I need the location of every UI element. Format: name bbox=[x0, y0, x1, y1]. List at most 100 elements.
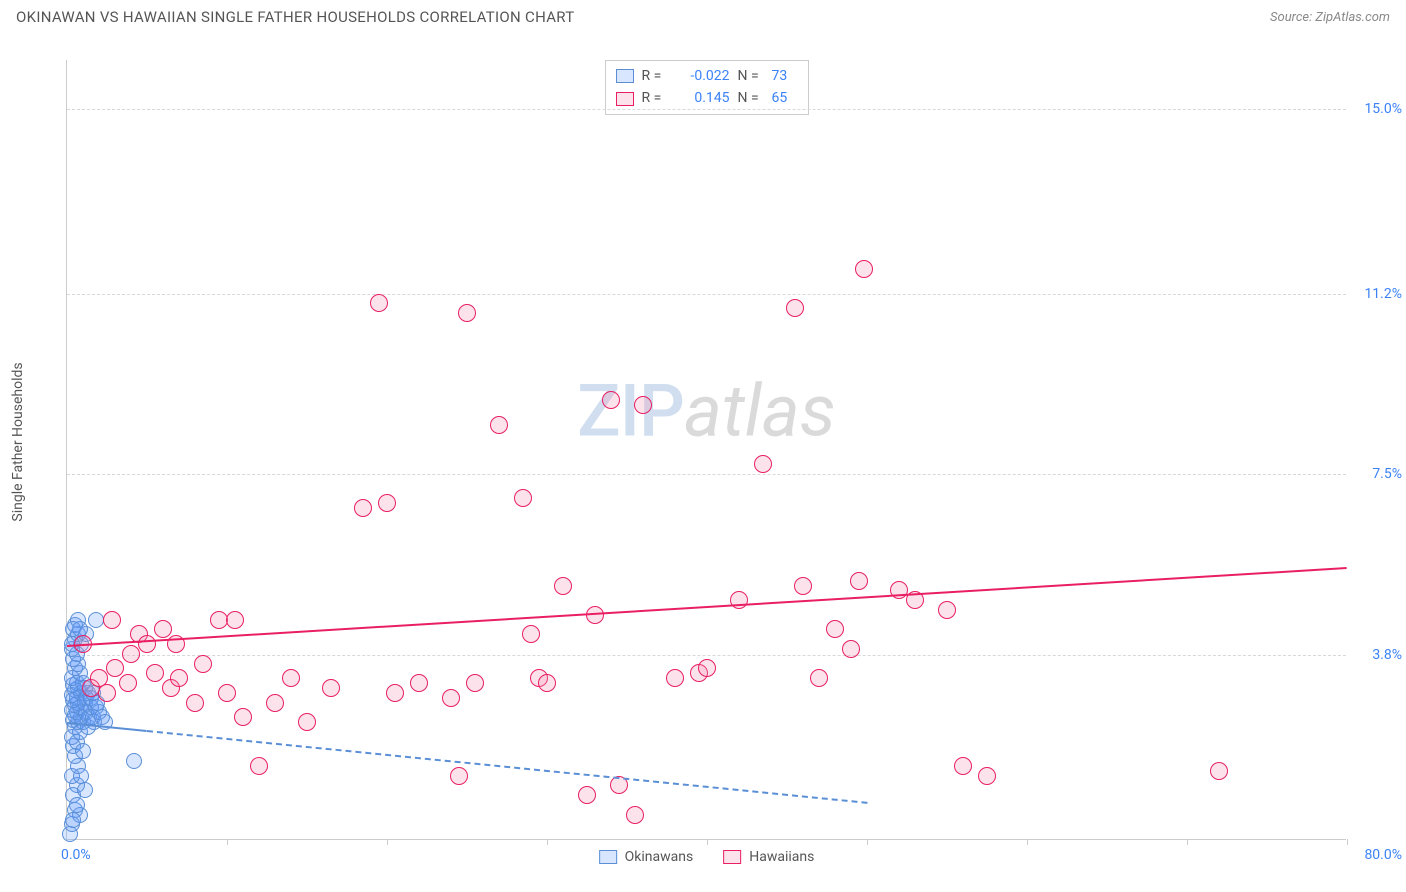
y-tick-label: 3.8% bbox=[1372, 647, 1402, 663]
data-point-hawaiians bbox=[218, 684, 236, 702]
plot-region: ZIPatlas R = -0.022 N = 73 R = 0.145 N =… bbox=[66, 60, 1346, 840]
n-value-okinawans: 73 bbox=[772, 65, 798, 87]
data-point-hawaiians bbox=[666, 669, 684, 687]
data-point-hawaiians bbox=[370, 294, 388, 312]
r-label: R = bbox=[642, 65, 668, 87]
data-point-hawaiians bbox=[842, 640, 860, 658]
x-tick-mark bbox=[867, 839, 868, 845]
data-point-hawaiians bbox=[250, 757, 268, 775]
watermark-zip: ZIP bbox=[577, 368, 684, 453]
chart-area: Single Father Households ZIPatlas R = -0… bbox=[48, 42, 1388, 842]
trend-line bbox=[67, 567, 1347, 647]
data-point-hawaiians bbox=[122, 645, 140, 663]
data-point-hawaiians bbox=[386, 684, 404, 702]
data-point-hawaiians bbox=[154, 620, 172, 638]
watermark-atlas: atlas bbox=[684, 368, 836, 453]
data-point-hawaiians bbox=[786, 299, 804, 317]
data-point-hawaiians bbox=[442, 689, 460, 707]
data-point-hawaiians bbox=[106, 659, 124, 677]
data-point-hawaiians bbox=[794, 577, 812, 595]
stats-row-hawaiians: R = 0.145 N = 65 bbox=[616, 87, 798, 109]
data-point-hawaiians bbox=[226, 611, 244, 629]
swatch-okinawans bbox=[616, 69, 634, 83]
data-point-hawaiians bbox=[490, 416, 508, 434]
data-point-okinawans bbox=[69, 797, 85, 813]
data-point-okinawans bbox=[126, 753, 142, 769]
data-point-hawaiians bbox=[626, 806, 644, 824]
data-point-hawaiians bbox=[602, 391, 620, 409]
stats-row-okinawans: R = -0.022 N = 73 bbox=[616, 65, 798, 87]
legend-label-hawaiians: Hawaiians bbox=[749, 849, 814, 865]
data-point-hawaiians bbox=[410, 674, 428, 692]
legend-label-okinawans: Okinawans bbox=[625, 849, 694, 865]
x-axis-min-label: 0.0% bbox=[61, 847, 91, 863]
swatch-hawaiians bbox=[616, 92, 634, 106]
chart-title: OKINAWAN VS HAWAIIAN SINGLE FATHER HOUSE… bbox=[16, 8, 575, 26]
n-label: N = bbox=[738, 87, 764, 109]
data-point-hawaiians bbox=[194, 655, 212, 673]
grid-line bbox=[67, 474, 1346, 475]
data-point-hawaiians bbox=[138, 635, 156, 653]
r-value-hawaiians: 0.145 bbox=[676, 87, 730, 109]
data-point-hawaiians bbox=[378, 494, 396, 512]
data-point-hawaiians bbox=[103, 611, 121, 629]
watermark: ZIPatlas bbox=[577, 368, 836, 453]
y-tick-label: 7.5% bbox=[1372, 466, 1402, 482]
legend-item-okinawans: Okinawans bbox=[599, 849, 694, 865]
data-point-hawaiians bbox=[234, 708, 252, 726]
data-point-hawaiians bbox=[146, 664, 164, 682]
chart-header: OKINAWAN VS HAWAIIAN SINGLE FATHER HOUSE… bbox=[0, 0, 1406, 30]
data-point-hawaiians bbox=[266, 694, 284, 712]
n-label: N = bbox=[738, 65, 764, 87]
data-point-okinawans bbox=[77, 782, 93, 798]
stats-legend-box: R = -0.022 N = 73 R = 0.145 N = 65 bbox=[605, 60, 809, 115]
x-tick-mark bbox=[1027, 839, 1028, 845]
data-point-hawaiians bbox=[938, 601, 956, 619]
legend-swatch-okinawans bbox=[599, 850, 617, 864]
data-point-okinawans bbox=[88, 612, 104, 628]
data-point-hawaiians bbox=[514, 489, 532, 507]
data-point-hawaiians bbox=[855, 260, 873, 278]
bottom-legend: Okinawans Hawaiians bbox=[599, 849, 815, 865]
data-point-hawaiians bbox=[1210, 762, 1228, 780]
data-point-okinawans bbox=[65, 812, 81, 828]
data-point-hawaiians bbox=[450, 767, 468, 785]
legend-swatch-hawaiians bbox=[723, 850, 741, 864]
data-point-hawaiians bbox=[826, 620, 844, 638]
x-tick-mark bbox=[387, 839, 388, 845]
data-point-hawaiians bbox=[978, 767, 996, 785]
data-point-hawaiians bbox=[578, 786, 596, 804]
data-point-hawaiians bbox=[186, 694, 204, 712]
x-tick-mark bbox=[1347, 839, 1348, 845]
data-point-hawaiians bbox=[119, 674, 137, 692]
x-tick-mark bbox=[707, 839, 708, 845]
data-point-hawaiians bbox=[954, 757, 972, 775]
y-axis-title: Single Father Households bbox=[10, 362, 26, 521]
data-point-hawaiians bbox=[282, 669, 300, 687]
x-axis-max-label: 80.0% bbox=[1364, 847, 1402, 863]
data-point-hawaiians bbox=[170, 669, 188, 687]
y-tick-label: 15.0% bbox=[1364, 101, 1402, 117]
data-point-hawaiians bbox=[634, 396, 652, 414]
data-point-hawaiians bbox=[522, 625, 540, 643]
data-point-hawaiians bbox=[466, 674, 484, 692]
x-tick-mark bbox=[547, 839, 548, 845]
data-point-hawaiians bbox=[754, 455, 772, 473]
source-attribution: Source: ZipAtlas.com bbox=[1270, 10, 1390, 25]
data-point-hawaiians bbox=[322, 679, 340, 697]
data-point-hawaiians bbox=[698, 659, 716, 677]
x-tick-mark bbox=[227, 839, 228, 845]
grid-line bbox=[67, 109, 1346, 110]
data-point-hawaiians bbox=[538, 674, 556, 692]
data-point-hawaiians bbox=[850, 572, 868, 590]
data-point-hawaiians bbox=[458, 304, 476, 322]
x-tick-mark bbox=[1187, 839, 1188, 845]
data-point-okinawans bbox=[75, 743, 91, 759]
data-point-hawaiians bbox=[98, 684, 116, 702]
data-point-hawaiians bbox=[810, 669, 828, 687]
legend-item-hawaiians: Hawaiians bbox=[723, 849, 814, 865]
data-point-okinawans bbox=[73, 768, 89, 784]
r-label: R = bbox=[642, 87, 668, 109]
grid-line bbox=[67, 655, 1346, 656]
r-value-okinawans: -0.022 bbox=[676, 65, 730, 87]
